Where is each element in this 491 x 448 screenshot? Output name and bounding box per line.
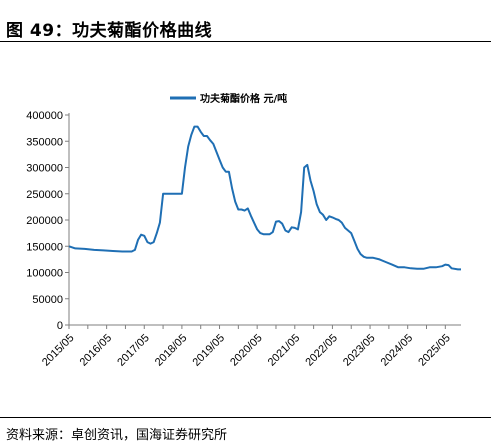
legend-label: 功夫菊酯价格 元/吨 xyxy=(200,92,287,105)
x-tick-label: 2025/05 xyxy=(416,332,453,369)
series-line-price xyxy=(68,125,461,271)
y-tick-label: 0 xyxy=(57,320,63,332)
y-tick-label: 250000 xyxy=(26,189,63,201)
y-tick-label: 400000 xyxy=(26,110,63,122)
x-axis: 2015/05 2016/05 2017/05 2018/05 2019/05 2020/… xyxy=(40,324,461,369)
x-tick-label: 2019/05 xyxy=(190,332,227,369)
x-tick-label: 2016/05 xyxy=(78,332,115,369)
x-tick-label: 2022/05 xyxy=(303,332,340,369)
y-tick-label: 350000 xyxy=(26,136,63,148)
source-divider xyxy=(0,417,491,418)
y-tick-label: 50000 xyxy=(32,294,63,306)
title-divider xyxy=(0,41,491,42)
x-tick-label: 2023/05 xyxy=(341,332,378,369)
y-tick-label: 150000 xyxy=(26,241,63,253)
x-tick-label: 2018/05 xyxy=(153,332,190,369)
chart-legend: 功夫菊酯价格 元/吨 xyxy=(170,92,287,105)
figure-title: 图 49：功夫菊酯价格曲线 xyxy=(6,21,213,41)
x-tick-label: 2017/05 xyxy=(115,332,152,369)
y-tick-label: 100000 xyxy=(26,268,63,280)
x-tick-label: 2024/05 xyxy=(379,332,416,369)
y-tick-label: 200000 xyxy=(26,215,63,227)
source-note: 资料来源：卓创资讯，国海证券研究所 xyxy=(6,428,228,443)
line-chart: 功夫菊酯价格 元/吨 0 50000 100000 150000 200000 25000… xyxy=(26,92,461,369)
x-tick-label: 2021/05 xyxy=(266,332,303,369)
x-tick-label: 2020/05 xyxy=(228,332,265,369)
y-tick-label: 300000 xyxy=(26,163,63,175)
y-axis: 0 50000 100000 150000 200000 250000 300000 3500… xyxy=(26,110,70,332)
x-tick-label: 2015/05 xyxy=(40,332,77,369)
